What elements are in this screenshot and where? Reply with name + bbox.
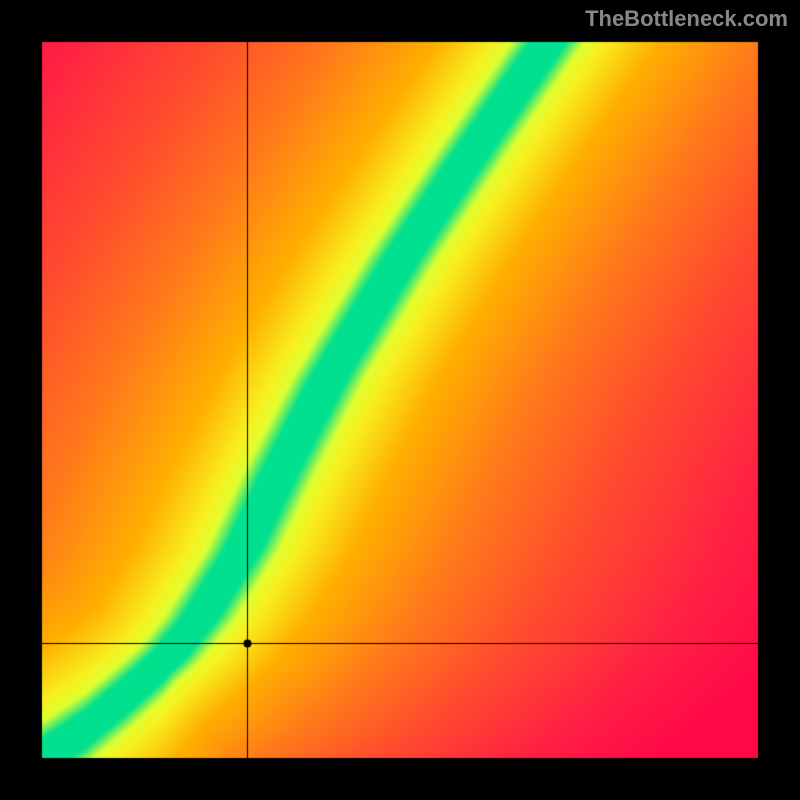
chart-container: TheBottleneck.com	[0, 0, 800, 800]
bottleneck-heatmap	[0, 0, 800, 800]
